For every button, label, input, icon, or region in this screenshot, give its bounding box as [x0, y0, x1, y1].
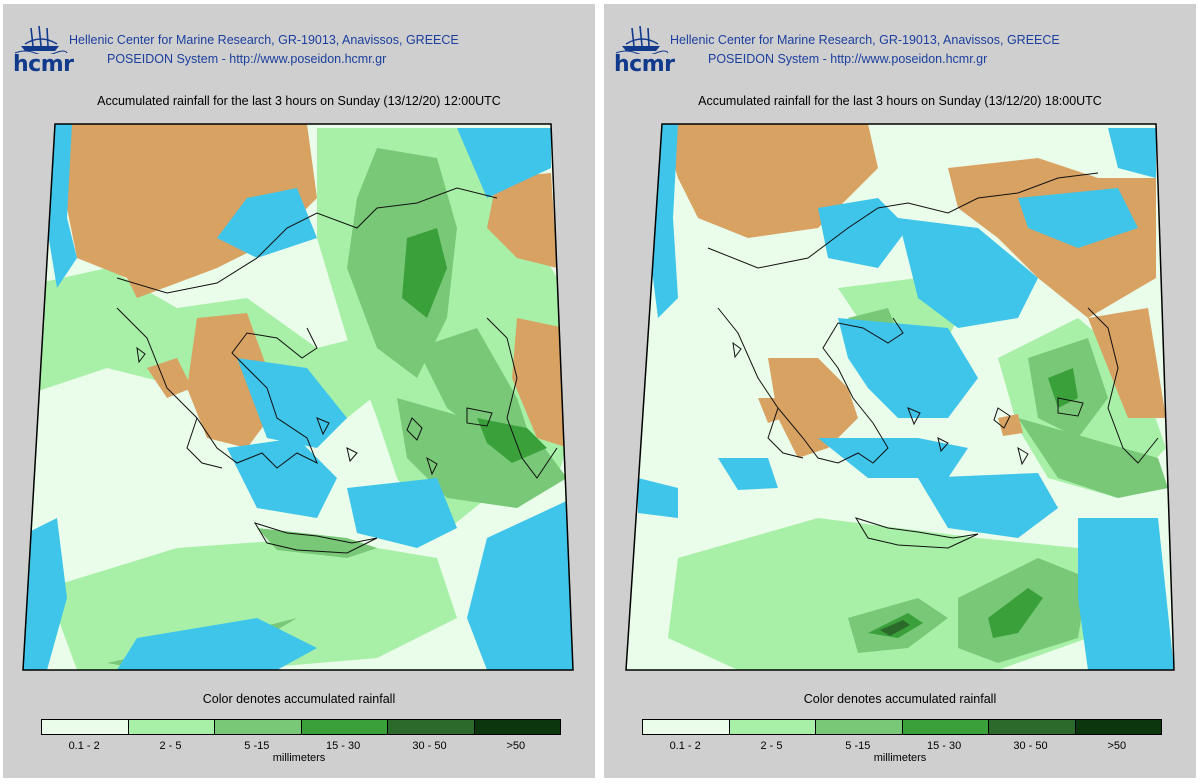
legend-label: >50 [506, 740, 526, 752]
hcmr-logo: hcmr [612, 24, 675, 80]
legend-label: 2 - 5 [159, 740, 182, 752]
map-title: Accumulated rainfall for the last 3 hour… [97, 94, 501, 108]
institute-line: Hellenic Center for Marine Research, GR-… [69, 33, 459, 47]
legend-caption: Color denotes accumulated rainfall [202, 692, 396, 706]
no-rain-sea-area [47, 124, 77, 288]
legend-swatch [816, 720, 903, 734]
legend-swatch [474, 720, 560, 734]
legend-swatch [128, 720, 215, 734]
legend-label: 15 - 30 [927, 740, 962, 752]
map-title: Accumulated rainfall for the last 3 hour… [698, 94, 1102, 108]
no-rain-land-area [55, 124, 317, 298]
legend-swatch [902, 720, 989, 734]
no-rain-sea-area [457, 128, 551, 198]
no-rain-sea-area [117, 618, 317, 670]
legend-swatch [301, 720, 388, 734]
legend-bar [41, 719, 561, 735]
legend-swatch [388, 720, 475, 734]
legend-swatch [1075, 720, 1161, 734]
map-frame [22, 123, 574, 671]
legend-label: 5 -15 [244, 740, 270, 752]
no-rain-land-area [998, 414, 1023, 436]
rain-15-30-area [988, 588, 1043, 638]
legend-label: >50 [1107, 740, 1127, 752]
legend-bar [642, 719, 1162, 735]
logo-text: hcmr [13, 52, 74, 77]
no-rain-land-area [487, 173, 557, 268]
legend-labels: 0.1 - 2 2 - 5 5 -15 15 - 30 30 - 50 >50 [41, 740, 559, 756]
legend-units: millimeters [272, 752, 326, 764]
legend-units: millimeters [873, 752, 927, 764]
rainfall-map [17, 118, 587, 678]
institute-line: Hellenic Center for Marine Research, GR-… [670, 33, 1060, 47]
legend-swatch [729, 720, 816, 734]
no-rain-land-area [147, 358, 192, 398]
legend-label: 5 -15 [845, 740, 871, 752]
coastline [707, 172, 1159, 549]
no-rain-land-area [512, 318, 569, 448]
rainfall-map [618, 118, 1188, 678]
legend-caption: Color denotes accumulated rainfall [803, 692, 997, 706]
no-rain-sea-area [1108, 128, 1156, 178]
no-rain-sea-area [1078, 518, 1174, 670]
legend-swatch [989, 720, 1076, 734]
rain-5-15-area [1018, 418, 1168, 498]
no-rain-sea-area [217, 188, 317, 258]
legend-label: 0.1 - 2 [669, 740, 701, 752]
legend-label: 0.1 - 2 [68, 740, 100, 752]
no-rain-land-area [187, 313, 277, 448]
no-rain-sea-area [898, 218, 1038, 328]
legend-label: 2 - 5 [760, 740, 783, 752]
logo-text: hcmr [614, 52, 675, 77]
no-rain-land-area [768, 358, 858, 458]
legend-labels: 0.1 - 2 2 - 5 5 -15 15 - 30 30 - 50 >50 [642, 740, 1160, 756]
no-rain-sea-area [648, 124, 678, 318]
ship-logo-icon [14, 25, 68, 54]
no-rain-sea-area [227, 438, 337, 518]
rain-15-30-area [402, 228, 447, 318]
no-rain-sea-area [1018, 188, 1138, 248]
no-rain-sea-area [818, 438, 968, 478]
coastline [116, 187, 558, 554]
rainfall-panel-1800utc: hcmr Hellenic Center for Marine Research… [604, 4, 1196, 778]
hcmr-logo: hcmr [11, 24, 74, 80]
legend-swatch [42, 720, 129, 734]
rain-15-30-area [1048, 368, 1078, 408]
no-rain-land-area [758, 398, 783, 423]
map-frame [625, 123, 1175, 671]
system-line: POSEIDON System - http://www.poseidon.hc… [708, 52, 988, 66]
no-rain-sea-area [718, 458, 778, 490]
rain-5-15-area [397, 398, 567, 508]
system-line: POSEIDON System - http://www.poseidon.hc… [107, 52, 387, 66]
legend-swatch [215, 720, 302, 734]
legend-label: 30 - 50 [1013, 740, 1048, 752]
no-rain-land-area [1088, 308, 1166, 418]
no-rain-sea-area [638, 478, 678, 518]
no-rain-sea-area [918, 473, 1058, 538]
rain-5-15-area [347, 148, 457, 378]
no-rain-sea-area [467, 498, 573, 670]
rain-5-15-area [257, 528, 377, 558]
ship-logo-icon [615, 25, 669, 54]
no-rain-sea-area [818, 198, 908, 268]
rain-15-30-area [477, 418, 547, 463]
no-rain-sea-area [347, 478, 457, 548]
no-rain-sea-area [838, 318, 978, 418]
legend-label: 30 - 50 [412, 740, 447, 752]
rain-30-50-area [880, 620, 910, 636]
legend-swatch [643, 720, 730, 734]
rainfall-panel-1200utc: hcmr Hellenic Center for Marine Research… [3, 4, 595, 778]
legend-label: 15 - 30 [326, 740, 361, 752]
